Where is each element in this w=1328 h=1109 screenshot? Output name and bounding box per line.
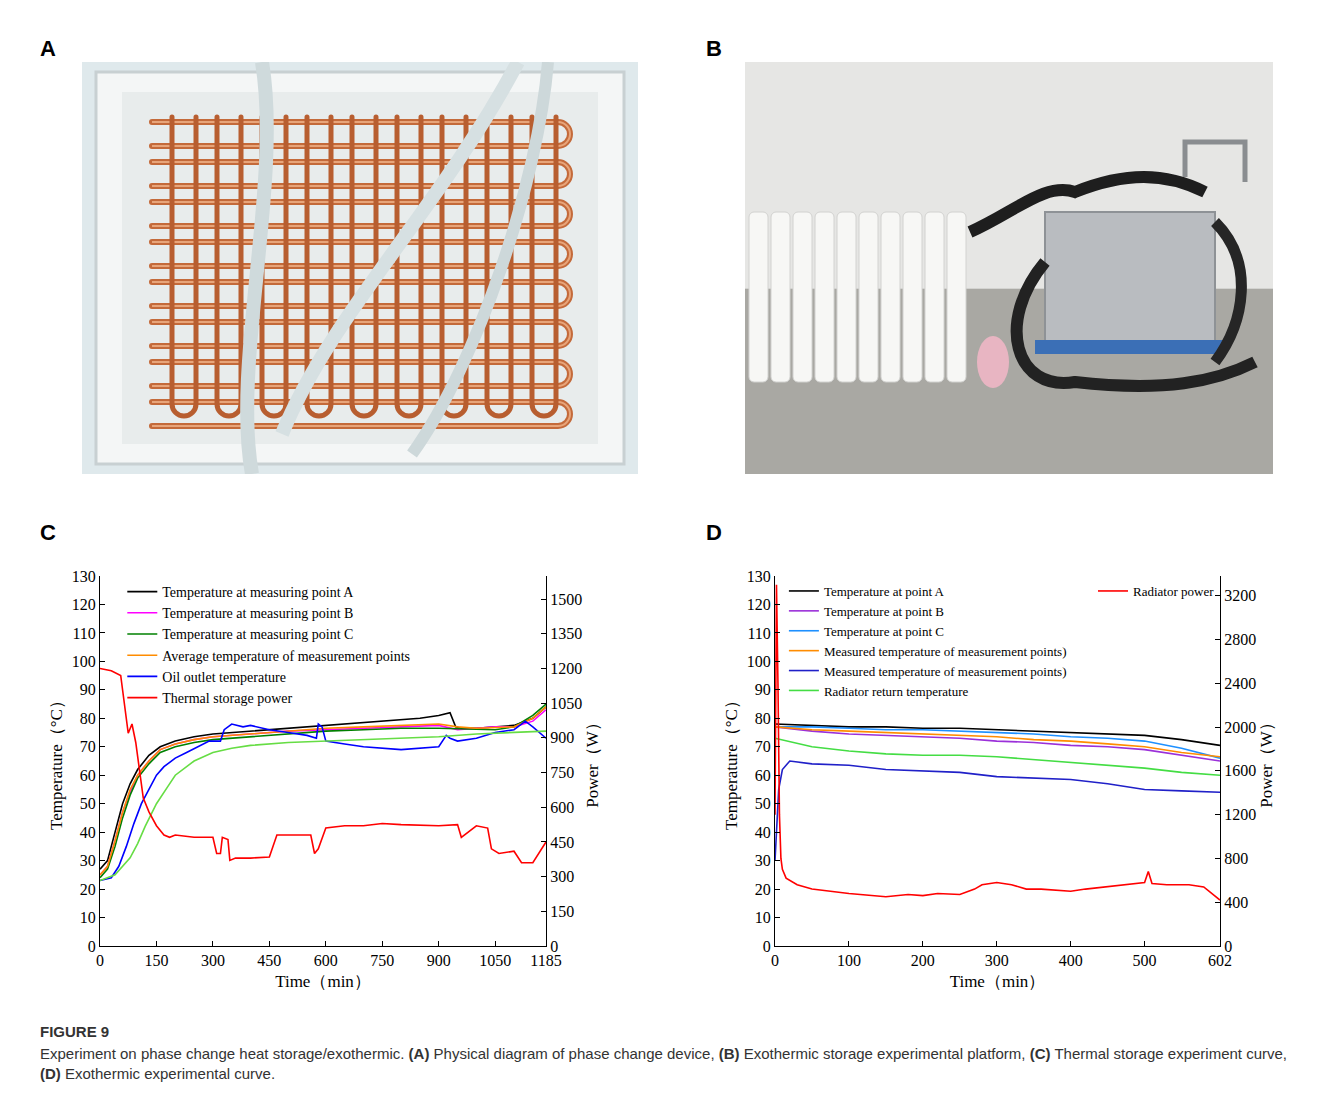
- svg-text:0: 0: [96, 952, 104, 969]
- svg-text:500: 500: [1133, 952, 1157, 969]
- svg-text:30: 30: [80, 852, 96, 869]
- svg-text:Measured temperature of measur: Measured temperature of measurement poin…: [824, 644, 1067, 659]
- svg-text:90: 90: [755, 681, 771, 698]
- svg-text:Power（W）: Power（W）: [1257, 714, 1276, 807]
- svg-text:Oil outlet temperature: Oil outlet temperature: [162, 670, 286, 685]
- svg-text:60: 60: [755, 767, 771, 784]
- svg-text:Temperature at point A: Temperature at point A: [824, 584, 945, 599]
- svg-text:0: 0: [771, 952, 779, 969]
- svg-text:2800: 2800: [1224, 631, 1256, 648]
- svg-text:2000: 2000: [1224, 719, 1256, 736]
- html-text:FIGURE 9: FIGURE 9: [40, 1023, 110, 1040]
- svg-text:Temperature at point C: Temperature at point C: [824, 624, 944, 639]
- svg-text:300: 300: [985, 952, 1009, 969]
- svg-text:1185: 1185: [530, 952, 561, 969]
- svg-text:70: 70: [755, 738, 771, 755]
- svg-text:50: 50: [755, 795, 771, 812]
- svg-text:200: 200: [911, 952, 935, 969]
- svg-text:1050: 1050: [550, 695, 582, 712]
- svg-text:90: 90: [80, 681, 96, 698]
- svg-text:900: 900: [550, 729, 574, 746]
- svg-text:40: 40: [755, 824, 771, 841]
- svg-text:450: 450: [550, 834, 574, 851]
- svg-text:20: 20: [80, 881, 96, 898]
- svg-text:1350: 1350: [550, 625, 582, 642]
- html-text:C: C: [40, 520, 56, 545]
- svg-text:Temperature at point B: Temperature at point B: [824, 604, 944, 619]
- svg-text:130: 130: [72, 568, 96, 585]
- svg-text:600: 600: [550, 799, 574, 816]
- svg-text:600: 600: [314, 952, 338, 969]
- html-text:D: D: [706, 520, 722, 545]
- svg-text:0: 0: [763, 938, 771, 955]
- svg-text:Thermal storage power: Thermal storage power: [162, 691, 292, 706]
- svg-text:750: 750: [550, 764, 574, 781]
- svg-text:100: 100: [72, 653, 96, 670]
- svg-text:2400: 2400: [1224, 675, 1256, 692]
- svg-text:400: 400: [1059, 952, 1083, 969]
- svg-text:Power（W）: Power（W）: [583, 714, 602, 807]
- svg-text:10: 10: [80, 909, 96, 926]
- html-text:B: B: [706, 36, 722, 61]
- svg-text:110: 110: [72, 625, 95, 642]
- svg-text:0: 0: [1224, 938, 1232, 955]
- svg-text:0: 0: [550, 938, 558, 955]
- svg-text:3200: 3200: [1224, 587, 1256, 604]
- svg-text:750: 750: [370, 952, 394, 969]
- svg-text:1600: 1600: [1224, 762, 1256, 779]
- svg-text:100: 100: [747, 653, 771, 670]
- svg-text:300: 300: [201, 952, 225, 969]
- svg-text:120: 120: [747, 596, 771, 613]
- svg-text:Radiator power: Radiator power: [1133, 584, 1214, 599]
- svg-text:300: 300: [550, 868, 574, 885]
- svg-text:900: 900: [427, 952, 451, 969]
- svg-text:30: 30: [755, 852, 771, 869]
- svg-text:100: 100: [837, 952, 861, 969]
- svg-text:150: 150: [144, 952, 168, 969]
- svg-text:70: 70: [80, 738, 96, 755]
- svg-text:Temperature（°C）: Temperature（°C）: [47, 692, 66, 830]
- svg-text:Radiator return temperature: Radiator return temperature: [824, 684, 969, 699]
- svg-text:80: 80: [80, 710, 96, 727]
- svg-text:1500: 1500: [550, 591, 582, 608]
- svg-text:400: 400: [1224, 894, 1248, 911]
- svg-text:Temperature at measuring point: Temperature at measuring point B: [162, 606, 353, 621]
- html-text:A: A: [40, 36, 56, 61]
- svg-text:1050: 1050: [479, 952, 511, 969]
- svg-text:800: 800: [1224, 850, 1248, 867]
- svg-text:130: 130: [747, 568, 771, 585]
- svg-text:150: 150: [550, 903, 574, 920]
- svg-text:Average temperature of measure: Average temperature of measurement point…: [162, 649, 410, 664]
- svg-text:110: 110: [747, 625, 770, 642]
- html-text:(D) Exothermic experimental cu: (D) Exothermic experimental curve.: [40, 1065, 276, 1082]
- svg-text:Temperature at measuring point: Temperature at measuring point C: [162, 627, 353, 642]
- svg-text:80: 80: [755, 710, 771, 727]
- svg-text:120: 120: [72, 596, 96, 613]
- svg-text:Time（min）: Time（min）: [950, 972, 1046, 991]
- svg-text:20: 20: [755, 881, 771, 898]
- svg-text:Temperature（°C）: Temperature（°C）: [722, 692, 741, 830]
- svg-text:1200: 1200: [1224, 806, 1256, 823]
- svg-text:10: 10: [755, 909, 771, 926]
- svg-text:602: 602: [1208, 952, 1232, 969]
- html-text:Experiment on phase change hea: Experiment on phase change heat storage/…: [40, 1045, 1287, 1062]
- svg-text:60: 60: [80, 767, 96, 784]
- svg-text:1200: 1200: [550, 660, 582, 677]
- svg-text:0: 0: [88, 938, 96, 955]
- svg-text:Measured temperature of measur: Measured temperature of measurement poin…: [824, 664, 1067, 679]
- svg-text:Time（min）: Time（min）: [275, 972, 371, 991]
- svg-text:40: 40: [80, 824, 96, 841]
- svg-text:450: 450: [257, 952, 281, 969]
- svg-text:Temperature at measuring point: Temperature at measuring point A: [162, 585, 354, 600]
- svg-text:50: 50: [80, 795, 96, 812]
